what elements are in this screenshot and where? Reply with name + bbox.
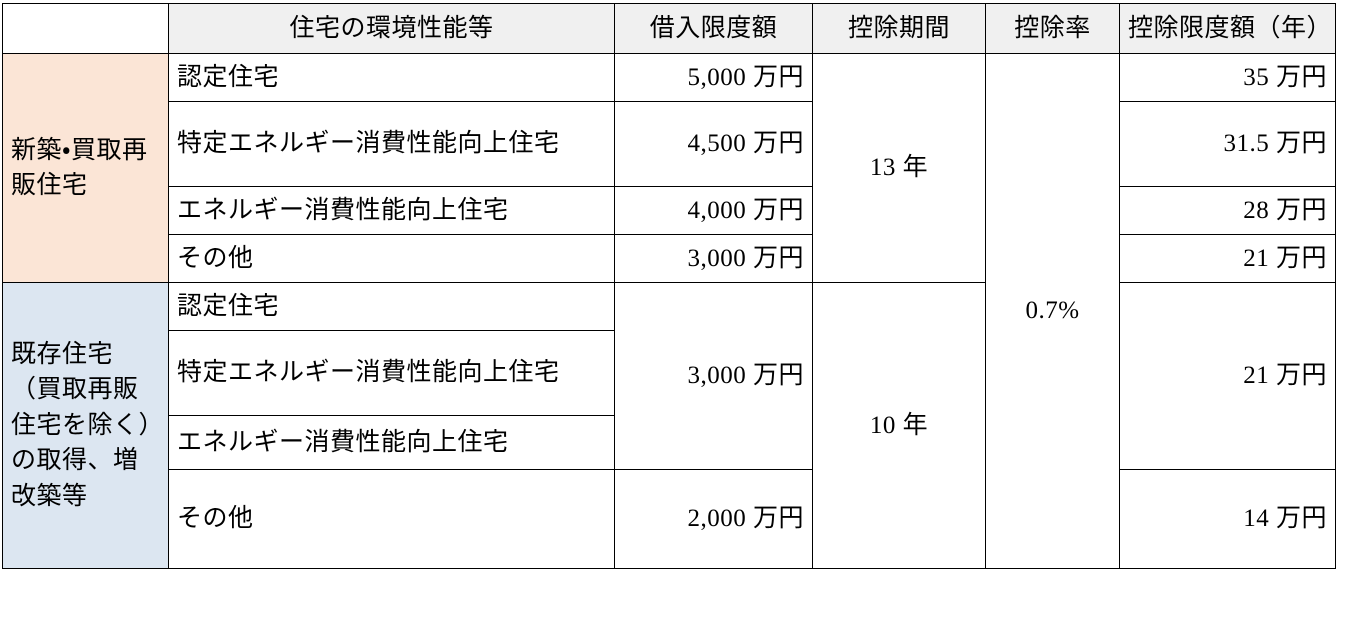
deduction-limit-new-1: 35 万円 <box>1119 53 1336 102</box>
table-row: その他 3,000 万円 21 万円 <box>3 234 1336 283</box>
performance-new-4: その他 <box>168 234 615 283</box>
performance-new-1: 認定住宅 <box>168 53 615 102</box>
loan-limit-new-1: 5,000 万円 <box>614 53 813 102</box>
table-row: エネルギー消費性能向上住宅 4,000 万円 28 万円 <box>3 186 1336 235</box>
header-deduction-rate: 控除率 <box>985 3 1120 54</box>
header-deduction-limit: 控除限度額（年） <box>1119 3 1336 54</box>
table-row: その他 2,000 万円 14 万円 <box>3 469 1336 569</box>
deduction-limit-new-4: 21 万円 <box>1119 234 1336 283</box>
performance-existing-2: 特定エネルギー消費性能向上住宅 <box>168 330 615 416</box>
header-corner-empty <box>2 3 169 54</box>
performance-existing-1: 認定住宅 <box>168 282 615 331</box>
performance-new-2: 特定エネルギー消費性能向上住宅 <box>168 101 615 187</box>
header-loan-limit: 借入限度額 <box>614 3 813 54</box>
table-header: 住宅の環境性能等 借入限度額 控除期間 控除率 控除限度額（年） <box>2 3 1336 54</box>
category-existing-housing: 既存住宅（買取再販住宅を除く）の取得、増改築等 <box>2 282 169 569</box>
table-row: 既存住宅（買取再販住宅を除く）の取得、増改築等 認定住宅 3,000 万円 10… <box>2 282 1336 569</box>
loan-limit-new-3: 4,000 万円 <box>614 186 813 235</box>
deduction-limit-new-3: 28 万円 <box>1119 186 1336 235</box>
table-row: 特定エネルギー消費性能向上住宅 <box>3 330 1336 416</box>
performance-new-3: エネルギー消費性能向上住宅 <box>168 186 615 235</box>
performance-existing-4: その他 <box>168 469 615 569</box>
header-deduction-period: 控除期間 <box>812 3 986 54</box>
header-row: 住宅の環境性能等 借入限度額 控除期間 控除率 控除限度額（年） <box>2 3 1336 54</box>
deduction-period-new: 13 年 <box>812 53 986 283</box>
loan-limit-existing-other: 2,000 万円 <box>614 469 813 569</box>
deduction-limit-existing-other: 14 万円 <box>1119 469 1336 569</box>
table-row: エネルギー消費性能向上住宅 <box>3 415 1336 470</box>
housing-loan-deduction-table: 住宅の環境性能等 借入限度額 控除期間 控除率 控除限度額（年） 新築・買取再販… <box>2 3 1336 569</box>
loan-limit-new-4: 3,000 万円 <box>614 234 813 283</box>
table-body: 新築・買取再販住宅 認定住宅 5,000 万円 13 年 0.7% 35 万円 … <box>2 53 1336 569</box>
loan-limit-existing-main: 3,000 万円 <box>614 282 813 470</box>
loan-limit-new-2: 4,500 万円 <box>614 101 813 187</box>
header-performance: 住宅の環境性能等 <box>168 3 615 54</box>
category-new-build: 新築・買取再販住宅 <box>2 53 169 283</box>
deduction-limit-new-2: 31.5 万円 <box>1119 101 1336 187</box>
deduction-limit-existing-main: 21 万円 <box>1119 282 1336 470</box>
table-row: 特定エネルギー消費性能向上住宅 4,500 万円 31.5 万円 <box>3 101 1336 187</box>
table-row: 新築・買取再販住宅 認定住宅 5,000 万円 13 年 0.7% 35 万円 <box>2 53 1336 569</box>
performance-existing-3: エネルギー消費性能向上住宅 <box>168 415 615 470</box>
deduction-rate: 0.7% <box>985 53 1120 569</box>
deduction-period-existing: 10 年 <box>812 282 986 569</box>
